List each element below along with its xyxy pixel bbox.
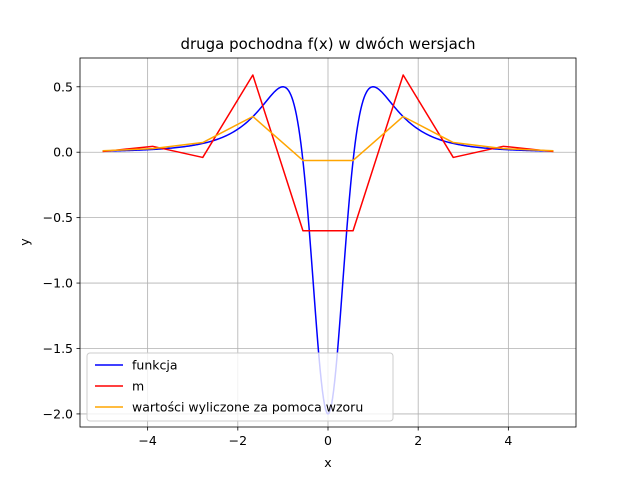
series-line-2 (102, 74, 554, 232)
y-tick-label: −1.5 (43, 341, 73, 356)
legend-box (86, 352, 394, 422)
axis-ticks: −4 −2 0 2 4 0.5 0.0 −0.5 −1.0 −1.5 −2.0 (43, 79, 513, 448)
y-tick-label: 0.5 (53, 79, 73, 94)
x-tick-label: 0 (324, 433, 332, 448)
legend: funkcja m wartości wyliczone za pomoca wzo… (86, 352, 394, 422)
y-tick-label: 0.0 (53, 145, 73, 160)
series-line-3 (102, 115, 554, 162)
legend-label: funkcja (132, 358, 178, 373)
y-tick-label: −2.0 (43, 406, 73, 421)
y-tick-label: −0.5 (43, 210, 73, 225)
y-axis-label: y (17, 238, 32, 246)
x-tick-label: 2 (414, 433, 422, 448)
x-tick-label: 4 (504, 433, 512, 448)
x-axis-label: x (324, 455, 331, 470)
x-tick-label: −2 (229, 433, 247, 448)
legend-label: wartości wyliczone za pomoca wzoru (132, 400, 363, 415)
legend-label: m (132, 379, 144, 394)
x-tick-label: −4 (138, 433, 156, 448)
y-tick-label: −1.0 (43, 276, 73, 291)
chart-title: druga pochodna f(x) w dwóch wersjach (180, 35, 475, 53)
